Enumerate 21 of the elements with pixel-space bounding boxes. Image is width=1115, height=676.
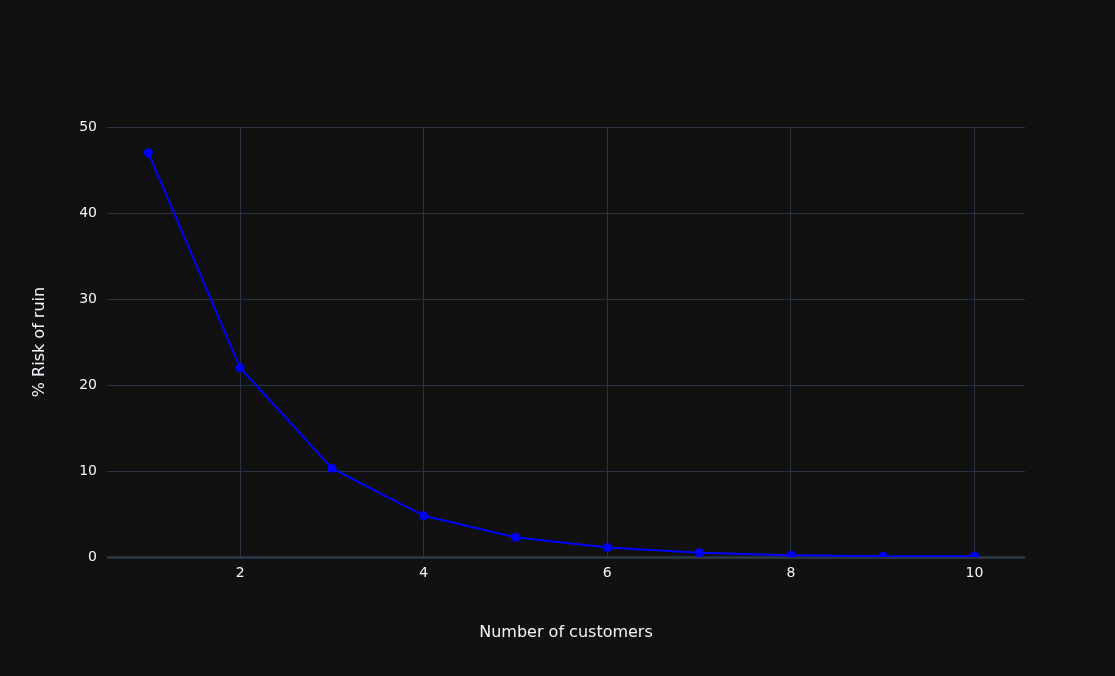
y-tick-label: 50 [79,117,97,134]
point [143,148,153,158]
y-tick-label: 40 [79,203,97,220]
point [235,363,245,373]
point [511,532,521,542]
x-tick-label: 4 [419,564,429,581]
y-tick-label: 30 [79,289,97,306]
point [786,550,796,557]
x-tick-label: 6 [602,564,612,581]
x-tick-label: 2 [235,564,245,581]
point [327,463,337,473]
point [602,543,612,553]
x-tick-label: 8 [786,564,796,581]
point [419,511,429,521]
y-tick-label: 10 [79,461,97,478]
x-axis-title: Number of customers [479,621,653,641]
y-tick-label: 20 [79,375,97,392]
y-tick-label: 0 [88,547,97,564]
x-tick-label: 10 [965,564,984,581]
point [694,548,704,557]
y-axis-title: % Risk of ruin [28,286,48,398]
